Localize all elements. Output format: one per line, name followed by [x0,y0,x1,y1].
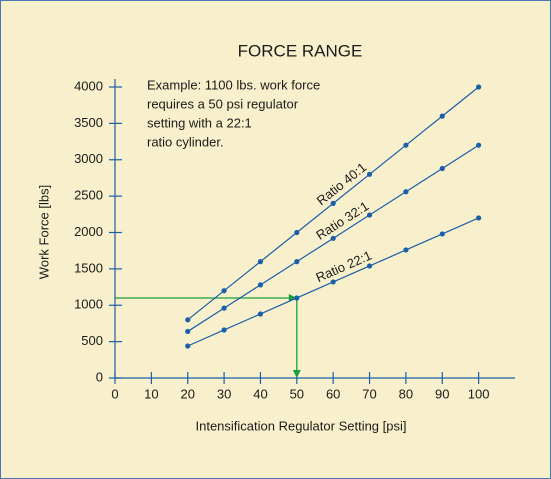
y-tick-label: 1500 [74,260,103,275]
data-point [294,229,300,236]
y-tick-label: 3000 [74,151,103,166]
data-point [439,113,445,119]
x-tick-label: 40 [253,386,267,401]
x-tick-label: 30 [217,386,231,401]
data-point [221,327,227,333]
data-point [330,235,336,241]
y-tick-label: 2500 [74,188,103,203]
data-point [257,259,264,265]
data-point [221,305,227,311]
data-point [185,328,191,335]
x-tick-label: 80 [399,386,413,401]
data-point [330,279,336,285]
data-point [403,142,409,148]
x-tick-label: 70 [362,386,376,401]
data-point [403,247,409,253]
annotation: setting with a 22:1 [147,115,252,130]
x-tick-label: 90 [435,386,449,401]
y-tick-label: 0 [96,369,103,384]
data-point [185,343,191,349]
highlight-arrowhead [292,370,301,378]
data-point [476,142,482,148]
y-tick-label: 4000 [74,78,103,93]
data-point [366,171,373,177]
data-point [257,311,264,317]
data-point [185,317,191,323]
x-tick-label: 10 [144,386,158,401]
y-tick-label: 3500 [74,115,103,130]
x-tick-label: 0 [111,386,118,401]
data-point [366,212,373,218]
x-tick-label: 20 [180,386,194,401]
x-tick-label: 100 [468,386,490,401]
chart-title: FORCE RANGE [238,41,363,60]
x-tick-label: 60 [326,386,340,401]
data-point [330,200,336,206]
y-axis-label: Work Force [lbs] [36,185,51,279]
data-point [257,282,264,288]
y-tick-label: 500 [81,333,103,348]
data-point [476,215,482,221]
data-point [476,84,482,90]
annotation: requires a 50 psi regulator [147,96,299,111]
y-tick-label: 1000 [74,297,103,312]
annotation: Example: 1100 lbs. work force [147,77,320,92]
data-point [403,189,409,195]
data-point [294,295,300,301]
data-point [439,165,445,172]
annotation: ratio cylinder. [147,134,224,149]
x-axis-label: Intensification Regulator Setting [psi] [195,418,406,433]
data-point [221,288,227,294]
y-tick-label: 2000 [74,224,103,239]
data-point [439,231,445,237]
x-tick-label: 50 [290,386,304,401]
data-point [294,259,300,265]
data-point [366,263,373,269]
